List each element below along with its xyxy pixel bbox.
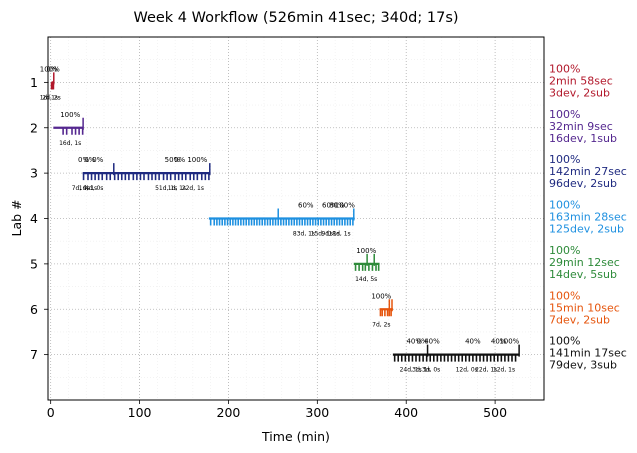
lab-6-timeline: 100% 7d, 2s	[371, 292, 393, 328]
percent-label: 40%	[424, 338, 440, 346]
summary-counts: 7dev, 2sub	[549, 313, 610, 326]
y-tick-label: 4	[30, 211, 38, 226]
x-axis-label: Time (min)	[261, 429, 330, 444]
submission-count-label: 14d, 5s	[355, 276, 377, 283]
y-axis-label: Lab #	[9, 199, 24, 236]
submission-count-label: 1d, 1s	[40, 94, 58, 101]
summary-counts: 16dev, 1sub	[549, 132, 617, 145]
percent-label: 40%	[406, 338, 422, 346]
x-tick-label: 200	[217, 405, 241, 420]
percent-label: 0%	[92, 156, 103, 164]
submission-count-label: 9d, 1s	[321, 231, 339, 238]
percent-label: 100%	[40, 65, 60, 73]
summary-counts: 96dev, 2sub	[549, 177, 617, 190]
summary-percent: 100%	[549, 289, 580, 302]
submission-count-label: 2d, 2s	[42, 94, 60, 101]
summary-time: 15min 10sec	[549, 301, 620, 314]
submission-count-label: 24d, 1s	[400, 367, 422, 374]
summary-counts: 79dev, 3sub	[549, 359, 617, 372]
percent-label: 0%	[417, 338, 428, 346]
percent-label: 100%	[335, 202, 355, 210]
percent-label: 40%	[491, 338, 507, 346]
y-tick-label: 6	[30, 302, 38, 317]
submission-count-label: 15d, 1s	[311, 231, 333, 238]
submission-count-label: 51d, 1s	[155, 185, 177, 192]
percent-label: 60%	[298, 202, 314, 210]
percent-label: 0%	[84, 156, 95, 164]
submission-count-label: 12d, 0s	[456, 367, 478, 374]
summary-percent: 100%	[549, 335, 580, 348]
summary-counts: 125dev, 2sub	[549, 223, 624, 236]
submission-count-label: 18d, 1s	[328, 231, 350, 238]
chart-title: Week 4 Workflow (526min 41sec; 340d; 17s…	[133, 10, 458, 26]
x-tick-label: 500	[483, 405, 507, 420]
summary-time: 163min 28sec	[549, 211, 627, 224]
submission-count-label: 1d, 1s	[79, 185, 97, 192]
submission-count-label: 22d, 1s	[475, 367, 497, 374]
submission-count-label: 3d, 1s	[412, 367, 430, 374]
grid	[48, 37, 544, 400]
percent-label: 100%	[371, 292, 391, 300]
summary-counts: 14dev, 5sub	[549, 268, 617, 281]
summary-percent: 100%	[549, 199, 580, 212]
summary-percent: 100%	[549, 108, 580, 121]
x-tick-label: 0	[47, 405, 55, 420]
submission-count-label: 16d, 1s	[59, 140, 81, 147]
summary-time: 32min 9sec	[549, 120, 613, 133]
submission-count-label: 4d, 0s	[85, 185, 103, 192]
percent-label: 100%	[499, 338, 519, 346]
submission-count-label: 1d, 1s	[168, 185, 186, 192]
submission-count-label: 3d, 0s	[422, 367, 440, 374]
summary-percent: 100%	[549, 153, 580, 166]
y-tick-label: 2	[30, 120, 38, 135]
axes: 0 100 200 300 400 500 1 2 3 4 5 6 7	[30, 75, 507, 420]
x-tick-label: 100	[128, 405, 152, 420]
percent-label: 60%	[322, 202, 338, 210]
percent-label: 0%	[78, 156, 89, 164]
summary-time: 141min 17sec	[549, 347, 627, 360]
summary-time: 29min 12sec	[549, 256, 620, 269]
percent-label: 40%	[465, 338, 481, 346]
summary-percent: 100%	[549, 62, 580, 75]
percent-label: 50%	[165, 156, 181, 164]
summary-percent: 100%	[549, 244, 580, 257]
y-tick-label: 5	[30, 256, 38, 271]
percent-label: 100%	[60, 111, 80, 119]
lab-5-timeline: 100% 14d, 5s	[353, 247, 380, 283]
submission-count-label: 7d, 9s	[72, 185, 90, 192]
submission-count-label: 7d, 2s	[372, 321, 390, 328]
percent-label: 0%	[174, 156, 185, 164]
summary-counts: 3dev, 2sub	[549, 86, 610, 99]
submission-count-label: 22d, 1s	[182, 185, 204, 192]
y-tick-label: 1	[30, 75, 38, 90]
summary-time: 2min 58sec	[549, 74, 613, 87]
y-tick-label: 3	[30, 166, 38, 181]
percent-label: 100%	[356, 247, 376, 255]
lab-2-timeline: 100% 16d, 1s	[53, 111, 84, 147]
y-tick-label: 7	[30, 347, 38, 362]
percent-label: 80%	[329, 202, 345, 210]
x-tick-label: 400	[394, 405, 418, 420]
percent-label: 0%	[46, 65, 57, 73]
summary-time: 142min 27sec	[549, 165, 627, 178]
submission-count-label: 12d, 1s	[493, 367, 515, 374]
percent-label: 100%	[187, 156, 207, 164]
x-tick-label: 300	[305, 405, 329, 420]
submission-count-label: 83d, 1s	[293, 231, 315, 238]
